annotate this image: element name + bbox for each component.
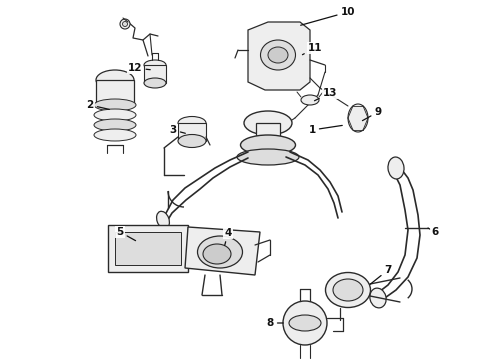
- Text: 13: 13: [315, 88, 337, 101]
- Ellipse shape: [94, 99, 136, 111]
- Ellipse shape: [325, 273, 370, 307]
- Ellipse shape: [178, 117, 206, 130]
- Bar: [178, 123, 206, 141]
- Polygon shape: [108, 225, 188, 272]
- Ellipse shape: [244, 111, 292, 135]
- Ellipse shape: [94, 109, 136, 121]
- Ellipse shape: [144, 78, 166, 88]
- Ellipse shape: [388, 157, 404, 179]
- Ellipse shape: [333, 279, 363, 301]
- Text: 3: 3: [170, 125, 185, 135]
- Ellipse shape: [261, 40, 295, 70]
- Text: 1: 1: [308, 125, 342, 135]
- Bar: [96, 80, 134, 105]
- Text: 9: 9: [363, 107, 382, 121]
- Ellipse shape: [157, 211, 170, 229]
- Ellipse shape: [94, 119, 136, 131]
- Polygon shape: [185, 227, 260, 275]
- Text: 10: 10: [301, 7, 355, 25]
- Polygon shape: [115, 232, 181, 265]
- Circle shape: [283, 301, 327, 345]
- Ellipse shape: [301, 95, 319, 105]
- Ellipse shape: [241, 135, 295, 155]
- Ellipse shape: [178, 135, 206, 148]
- Text: 7: 7: [370, 265, 392, 284]
- Ellipse shape: [348, 104, 368, 132]
- Text: 5: 5: [117, 227, 136, 240]
- Ellipse shape: [370, 288, 386, 308]
- Text: 2: 2: [86, 100, 109, 110]
- Ellipse shape: [268, 47, 288, 63]
- Text: 4: 4: [224, 228, 232, 245]
- Polygon shape: [248, 22, 310, 90]
- Text: 11: 11: [302, 43, 322, 55]
- Text: 12: 12: [128, 63, 150, 73]
- Ellipse shape: [197, 236, 243, 268]
- Text: 6: 6: [428, 227, 439, 237]
- Bar: [256, 123, 280, 140]
- Ellipse shape: [289, 315, 321, 331]
- Text: 8: 8: [267, 318, 283, 328]
- Ellipse shape: [96, 70, 134, 90]
- Circle shape: [122, 22, 127, 27]
- Circle shape: [120, 19, 130, 29]
- Ellipse shape: [237, 149, 299, 165]
- Ellipse shape: [203, 244, 231, 264]
- Ellipse shape: [144, 60, 166, 70]
- Ellipse shape: [94, 129, 136, 141]
- Bar: [144, 65, 166, 83]
